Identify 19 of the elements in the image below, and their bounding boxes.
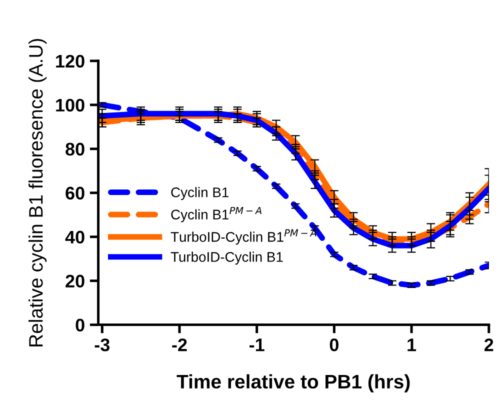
y-tick-label: 0 bbox=[76, 318, 84, 332]
legend-label: Cyclin B1 bbox=[171, 187, 228, 200]
y-tick-label: 120 bbox=[56, 54, 84, 68]
y-axis-title: Relative cyclin B1 fluoresence (A.U) bbox=[28, 38, 47, 346]
legend-label: Cyclin B1$^{PM−A}$ bbox=[171, 206, 262, 222]
legend-label: TurboID-Cyclin B1 bbox=[170, 252, 283, 265]
x-axis-title: Time relative to PB1 (hrs) bbox=[176, 374, 410, 392]
y-tick-label: 80 bbox=[66, 142, 84, 156]
x-tick-label: -2 bbox=[172, 338, 187, 352]
legend-label: TurboID-Cyclin B1$^{PM−A}$ bbox=[170, 229, 316, 245]
x-tick-label: -3 bbox=[94, 338, 110, 352]
x-tick-label: 0 bbox=[330, 338, 338, 352]
y-tick-label: 20 bbox=[66, 274, 84, 288]
x-tick-label: 2 bbox=[484, 338, 494, 352]
y-tick-label: 40 bbox=[65, 230, 84, 244]
y-tick-label: 100 bbox=[56, 98, 84, 112]
x-tick-label: -1 bbox=[250, 338, 264, 352]
x-tick-label: 1 bbox=[408, 338, 416, 352]
y-tick-label: 60 bbox=[66, 186, 84, 200]
